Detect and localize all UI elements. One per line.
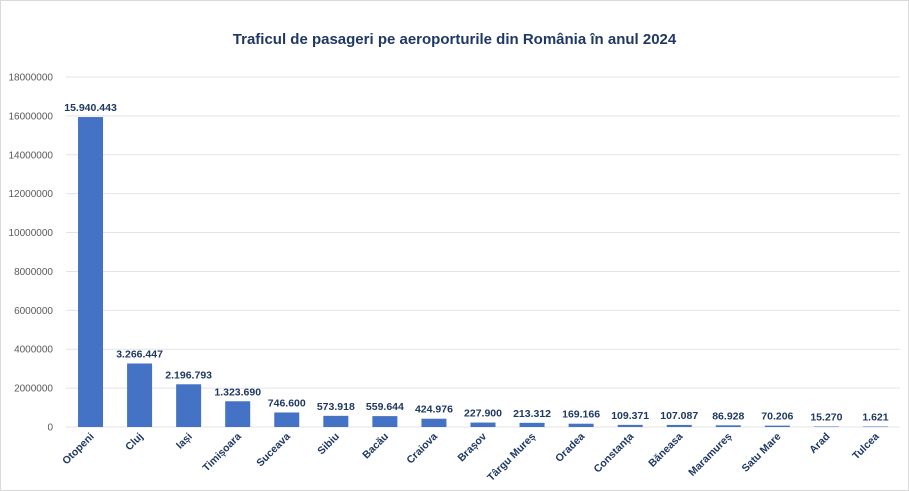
bar <box>421 418 447 427</box>
x-tick-label: Constanța <box>592 431 637 476</box>
data-label: 227.900 <box>464 408 502 420</box>
bar <box>764 425 790 427</box>
bar <box>176 384 202 427</box>
data-label: 70.206 <box>761 411 793 423</box>
x-tick-label: Craiova <box>404 431 440 467</box>
x-tick-label: Sibiu <box>315 431 342 458</box>
y-tick-label: 2000000 <box>14 384 53 395</box>
x-tick-label: Oradea <box>553 431 587 465</box>
y-tick-label: 18000000 <box>9 73 54 84</box>
data-label: 15.940.443 <box>64 102 117 114</box>
data-label: 3.266.447 <box>116 348 163 360</box>
data-label: 1.323.690 <box>214 386 261 398</box>
data-label: 573.918 <box>317 401 355 413</box>
bar <box>372 416 398 427</box>
data-label: 86.928 <box>712 410 744 422</box>
bar <box>470 422 496 427</box>
x-tick-label: Otopeni <box>60 431 97 468</box>
x-tick-label: Satu Mare <box>740 431 784 475</box>
bar <box>715 425 741 427</box>
bar <box>862 426 888 427</box>
y-tick-label: 12000000 <box>9 189 54 200</box>
data-label: 107.087 <box>660 410 698 422</box>
bar <box>813 426 839 427</box>
x-tick-label: Suceava <box>254 431 293 470</box>
y-tick-label: 4000000 <box>14 345 53 356</box>
data-label: 2.196.793 <box>165 369 212 381</box>
x-tick-label: Iași <box>174 431 195 452</box>
bar <box>274 412 300 427</box>
bar <box>127 363 153 427</box>
x-tick-label: Bacău <box>360 431 391 462</box>
y-tick-label: 0 <box>47 423 53 434</box>
bar <box>617 424 643 427</box>
y-tick-label: 16000000 <box>9 111 54 122</box>
data-label: 559.644 <box>366 401 404 413</box>
data-label: 109.371 <box>611 410 649 422</box>
chart-title: Traficul de pasageri pe aeroporturile di… <box>232 31 677 48</box>
x-tick-label: Timișoara <box>200 431 244 475</box>
y-tick-label: 14000000 <box>9 150 54 161</box>
bar <box>666 424 692 427</box>
y-tick-label: 10000000 <box>9 228 54 239</box>
bar <box>519 422 545 427</box>
bar <box>225 401 251 427</box>
data-label: 213.312 <box>513 408 551 420</box>
x-tick-label: Tulcea <box>850 431 882 463</box>
x-tick-label: Arad <box>807 431 832 456</box>
bar <box>78 117 104 428</box>
data-label: 169.166 <box>562 409 600 421</box>
x-tick-label: Târgu Mureș <box>485 431 538 484</box>
bar <box>323 415 349 427</box>
bar <box>568 423 594 427</box>
x-tick-label: Cluj <box>123 431 146 454</box>
y-tick-label: 8000000 <box>14 267 53 278</box>
x-tick-label: Brașov <box>455 431 489 465</box>
data-label: 746.600 <box>268 397 306 409</box>
data-label: 15.270 <box>810 412 842 424</box>
y-tick-label: 6000000 <box>14 306 53 317</box>
data-label: 1.621 <box>862 412 888 424</box>
x-tick-label: Maramureș <box>686 431 734 479</box>
x-tick-label: Băneasa <box>646 431 685 470</box>
data-label: 424.976 <box>415 404 453 416</box>
